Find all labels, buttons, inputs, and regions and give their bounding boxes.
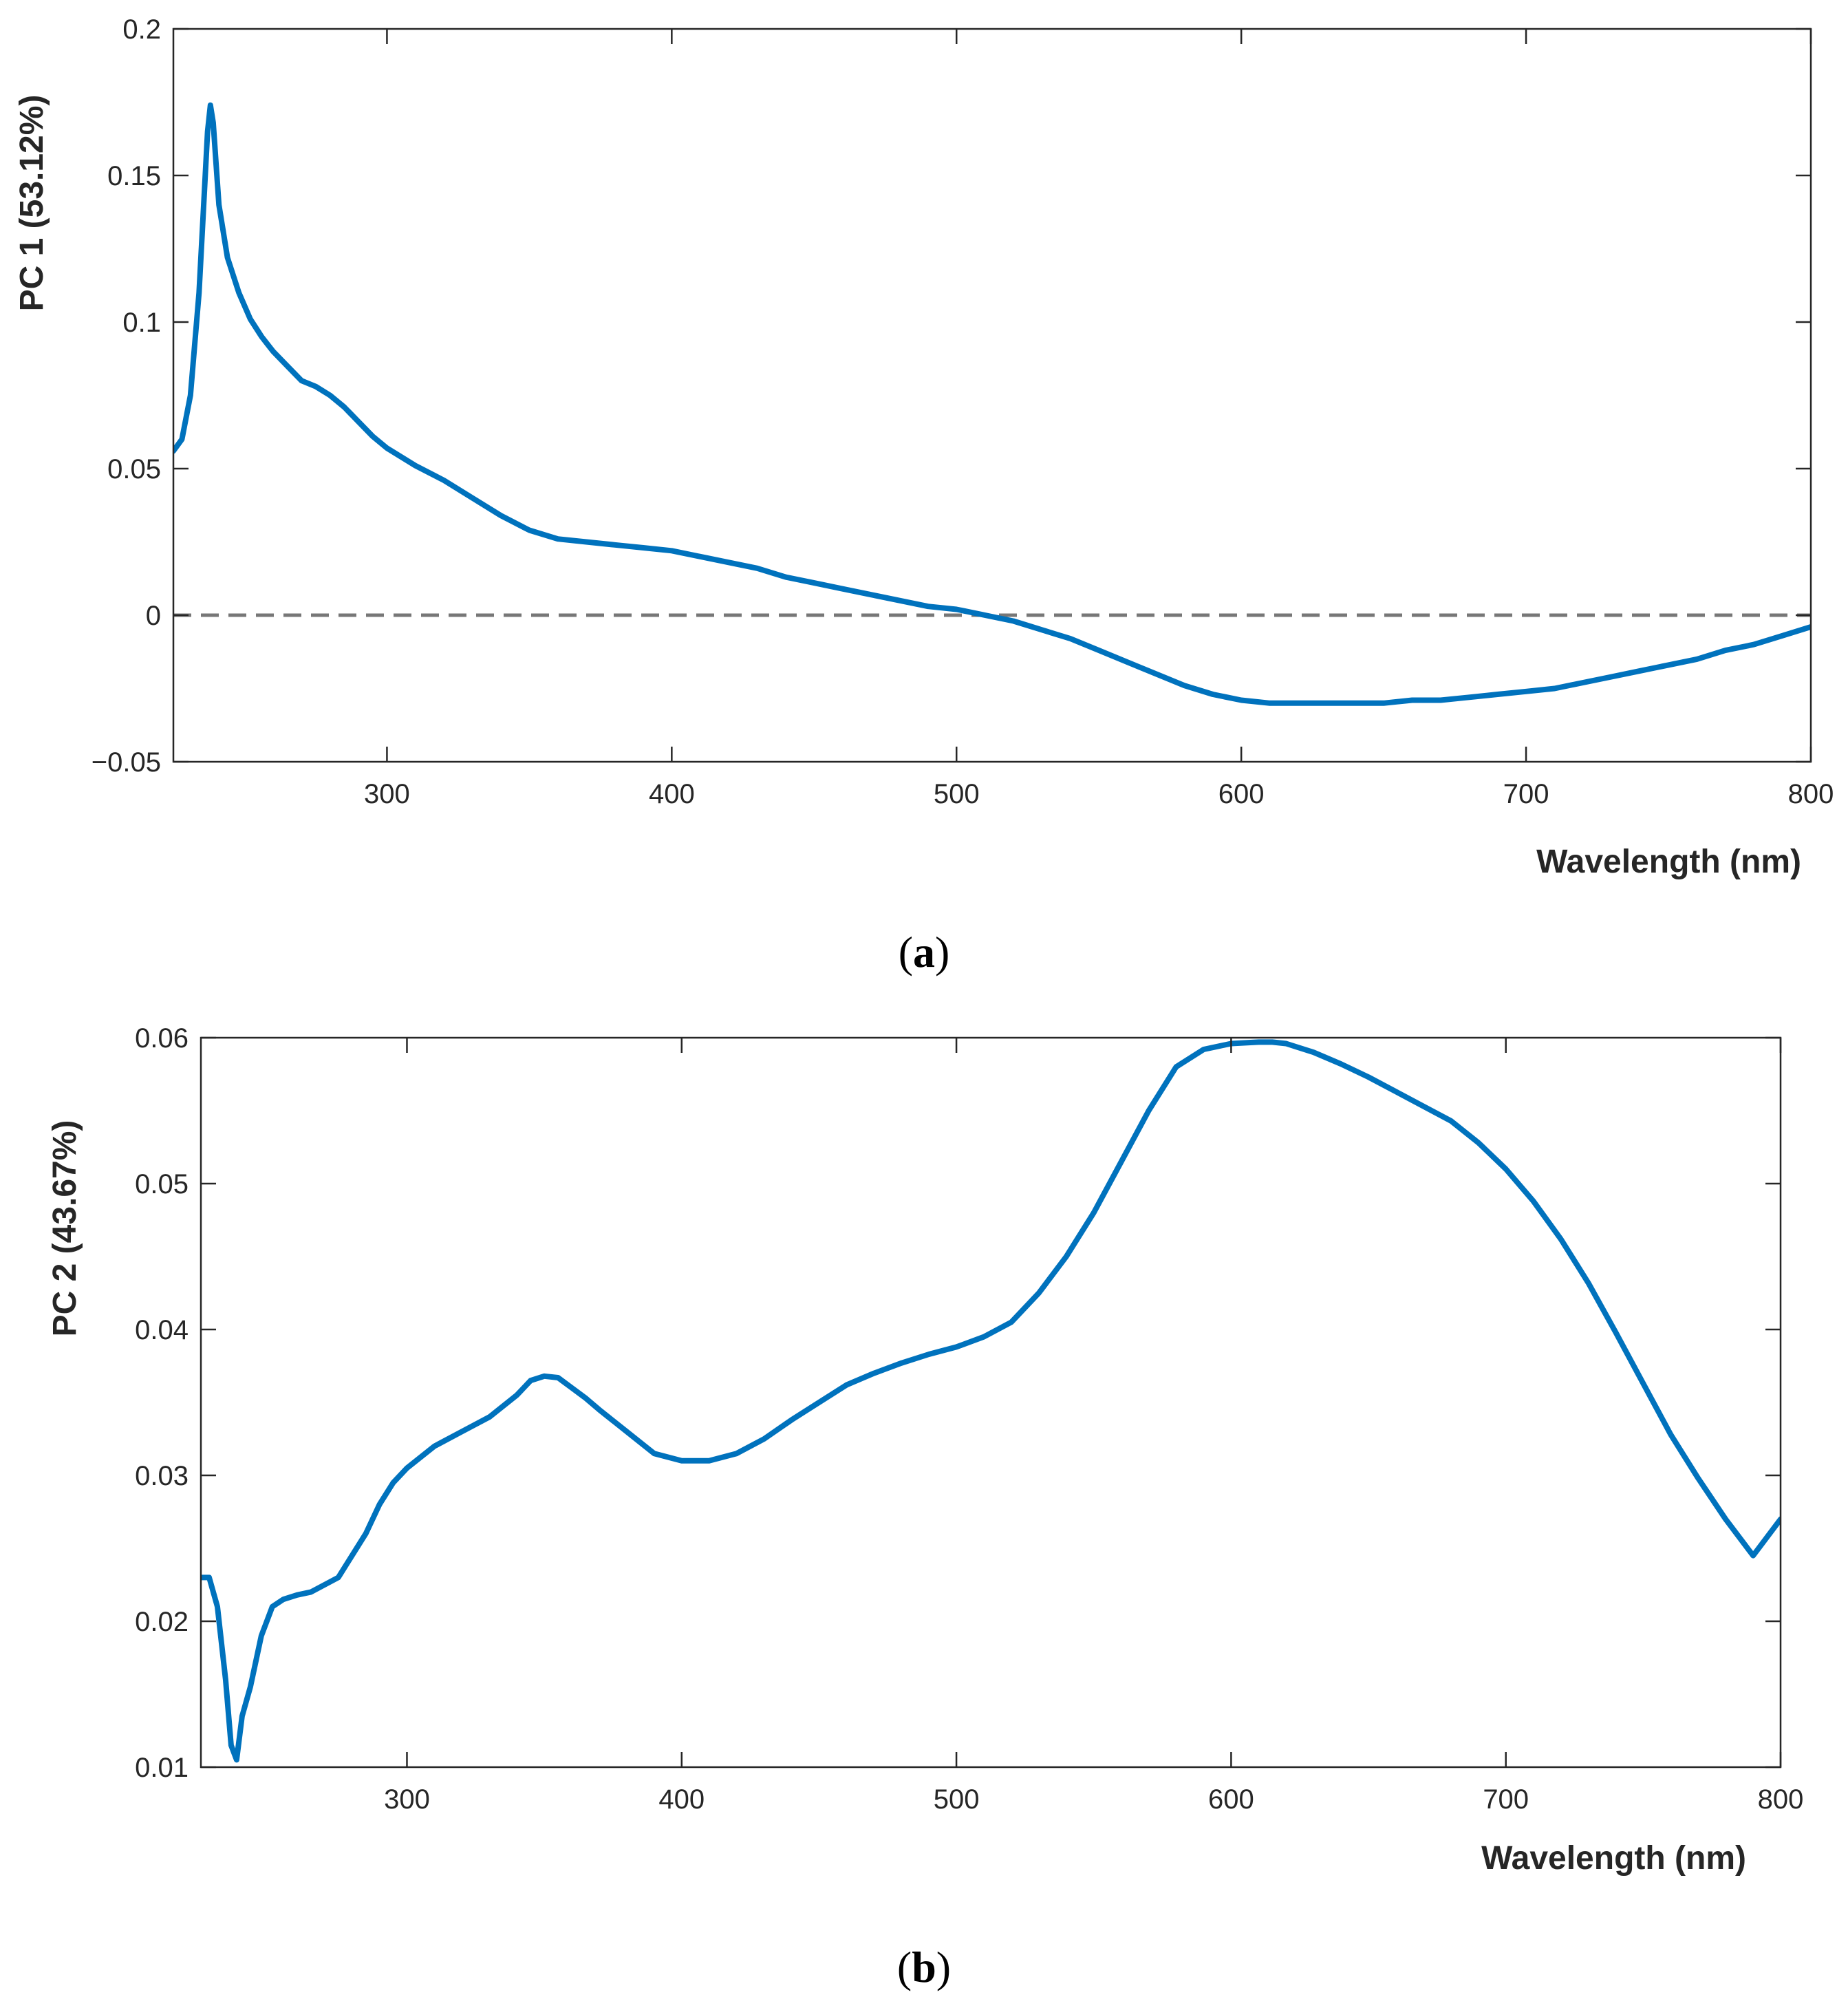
panel-label-b: (b) [897, 1943, 951, 1991]
plot-layer-a [173, 102, 1811, 706]
series-line-a-0 [173, 102, 1811, 706]
x-ticks-a: 300 400 500 600 700 800 [364, 29, 1834, 809]
chart-panel-a: 300 400 500 600 700 800 −0.0500.050.10.150.2 … [14, 14, 1834, 976]
panel-label-b-open: ( [897, 1943, 912, 1991]
axes-box-a [172, 28, 1812, 763]
y-axis-title-a: PC 1 (53.12%) [14, 95, 50, 312]
chart-panel-b: 300 400 500 600 700 800 0.010.020.030.040.050… [47, 1023, 1803, 1991]
x-tick-label-a-4: 700 [1503, 779, 1549, 809]
y-tick-label-b-3: 0.04 [135, 1315, 189, 1345]
y-tick-label-a-2: 0.05 [107, 454, 161, 484]
y-ticks-b: 0.01 0.02 0.03 0.04 0.05 0.06 [135, 1023, 1781, 1783]
x-tick-label-b-1: 400 [658, 1784, 705, 1815]
y-tick-label-b-2: 0.03 [135, 1461, 189, 1491]
x-tick-label-a-5: 800 [1788, 779, 1834, 809]
y-tick-label-a-5: 0.2 [122, 14, 161, 45]
x-tick-label-b-0: 300 [384, 1784, 430, 1815]
panel-label-a-close: ) [935, 928, 949, 976]
y-tick-label-b-1: 0.02 [135, 1607, 189, 1637]
x-tick-label-a-2: 500 [934, 779, 980, 809]
x-tick-label-a-0: 300 [364, 779, 410, 809]
y-tick-label-b-5: 0.06 [135, 1023, 189, 1054]
x-axis-title-a: Wavelength (nm) [1536, 844, 1801, 880]
x-tick-label-a-3: 600 [1218, 779, 1265, 809]
panel-label-b-letter: b [912, 1943, 936, 1991]
panel-label-a: (a) [899, 928, 950, 976]
y-tick-label-b-4: 0.05 [135, 1169, 189, 1199]
panel-label-a-letter: a [913, 928, 935, 976]
y-tick-label-a-1: 0 [146, 601, 161, 631]
y-tick-label-a-0: −0.05 [92, 747, 161, 778]
plot-layer-b [201, 1039, 1781, 1763]
x-tick-label-a-1: 400 [649, 779, 695, 809]
y-axis-title-b: PC 2 (43.67%) [47, 1120, 83, 1337]
axes-box-b [200, 1036, 1782, 1769]
y-tick-label-b-0: 0.01 [135, 1753, 189, 1783]
x-tick-label-b-3: 600 [1208, 1784, 1254, 1815]
panel-label-b-close: ) [936, 1943, 951, 1991]
panel-label-a-open: ( [899, 928, 913, 976]
x-tick-label-b-4: 700 [1483, 1784, 1529, 1815]
x-ticks-b: 300 400 500 600 700 800 [384, 1038, 1803, 1815]
x-tick-label-b-2: 500 [934, 1784, 980, 1815]
y-tick-label-a-3: 0.1 [122, 308, 161, 338]
y-ticks-a: −0.05 0 0.05 0.1 0.15 0.2 [92, 14, 1811, 778]
x-tick-label-b-5: 800 [1758, 1784, 1804, 1815]
y-tick-label-a-4: 0.15 [107, 161, 161, 191]
x-axis-title-b: Wavelength (nm) [1481, 1840, 1746, 1877]
series-line-b-0 [201, 1039, 1781, 1763]
